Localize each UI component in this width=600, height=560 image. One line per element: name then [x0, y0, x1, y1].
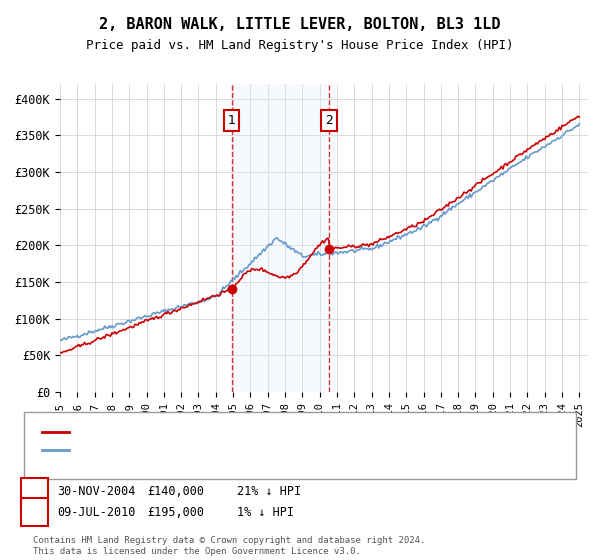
Text: 21% ↓ HPI: 21% ↓ HPI [237, 485, 301, 498]
Text: 1: 1 [228, 114, 236, 127]
Text: 2: 2 [325, 114, 333, 127]
Text: 2, BARON WALK, LITTLE LEVER, BOLTON, BL3 1LD (detached house): 2, BARON WALK, LITTLE LEVER, BOLTON, BL3… [72, 427, 453, 437]
Text: Price paid vs. HM Land Registry's House Price Index (HPI): Price paid vs. HM Land Registry's House … [86, 39, 514, 52]
Text: 2, BARON WALK, LITTLE LEVER, BOLTON, BL3 1LD: 2, BARON WALK, LITTLE LEVER, BOLTON, BL3… [99, 17, 501, 32]
Text: £140,000: £140,000 [147, 485, 204, 498]
Text: HPI: Average price, detached house, Bolton: HPI: Average price, detached house, Bolt… [72, 445, 335, 455]
Text: 1% ↓ HPI: 1% ↓ HPI [237, 506, 294, 519]
Text: 09-JUL-2010: 09-JUL-2010 [57, 506, 136, 519]
Text: 2: 2 [31, 506, 38, 519]
Text: 1: 1 [31, 485, 38, 498]
Text: 30-NOV-2004: 30-NOV-2004 [57, 485, 136, 498]
Text: Contains HM Land Registry data © Crown copyright and database right 2024.
This d: Contains HM Land Registry data © Crown c… [33, 536, 425, 556]
Text: £195,000: £195,000 [147, 506, 204, 519]
Bar [232, 84, 329, 392]
